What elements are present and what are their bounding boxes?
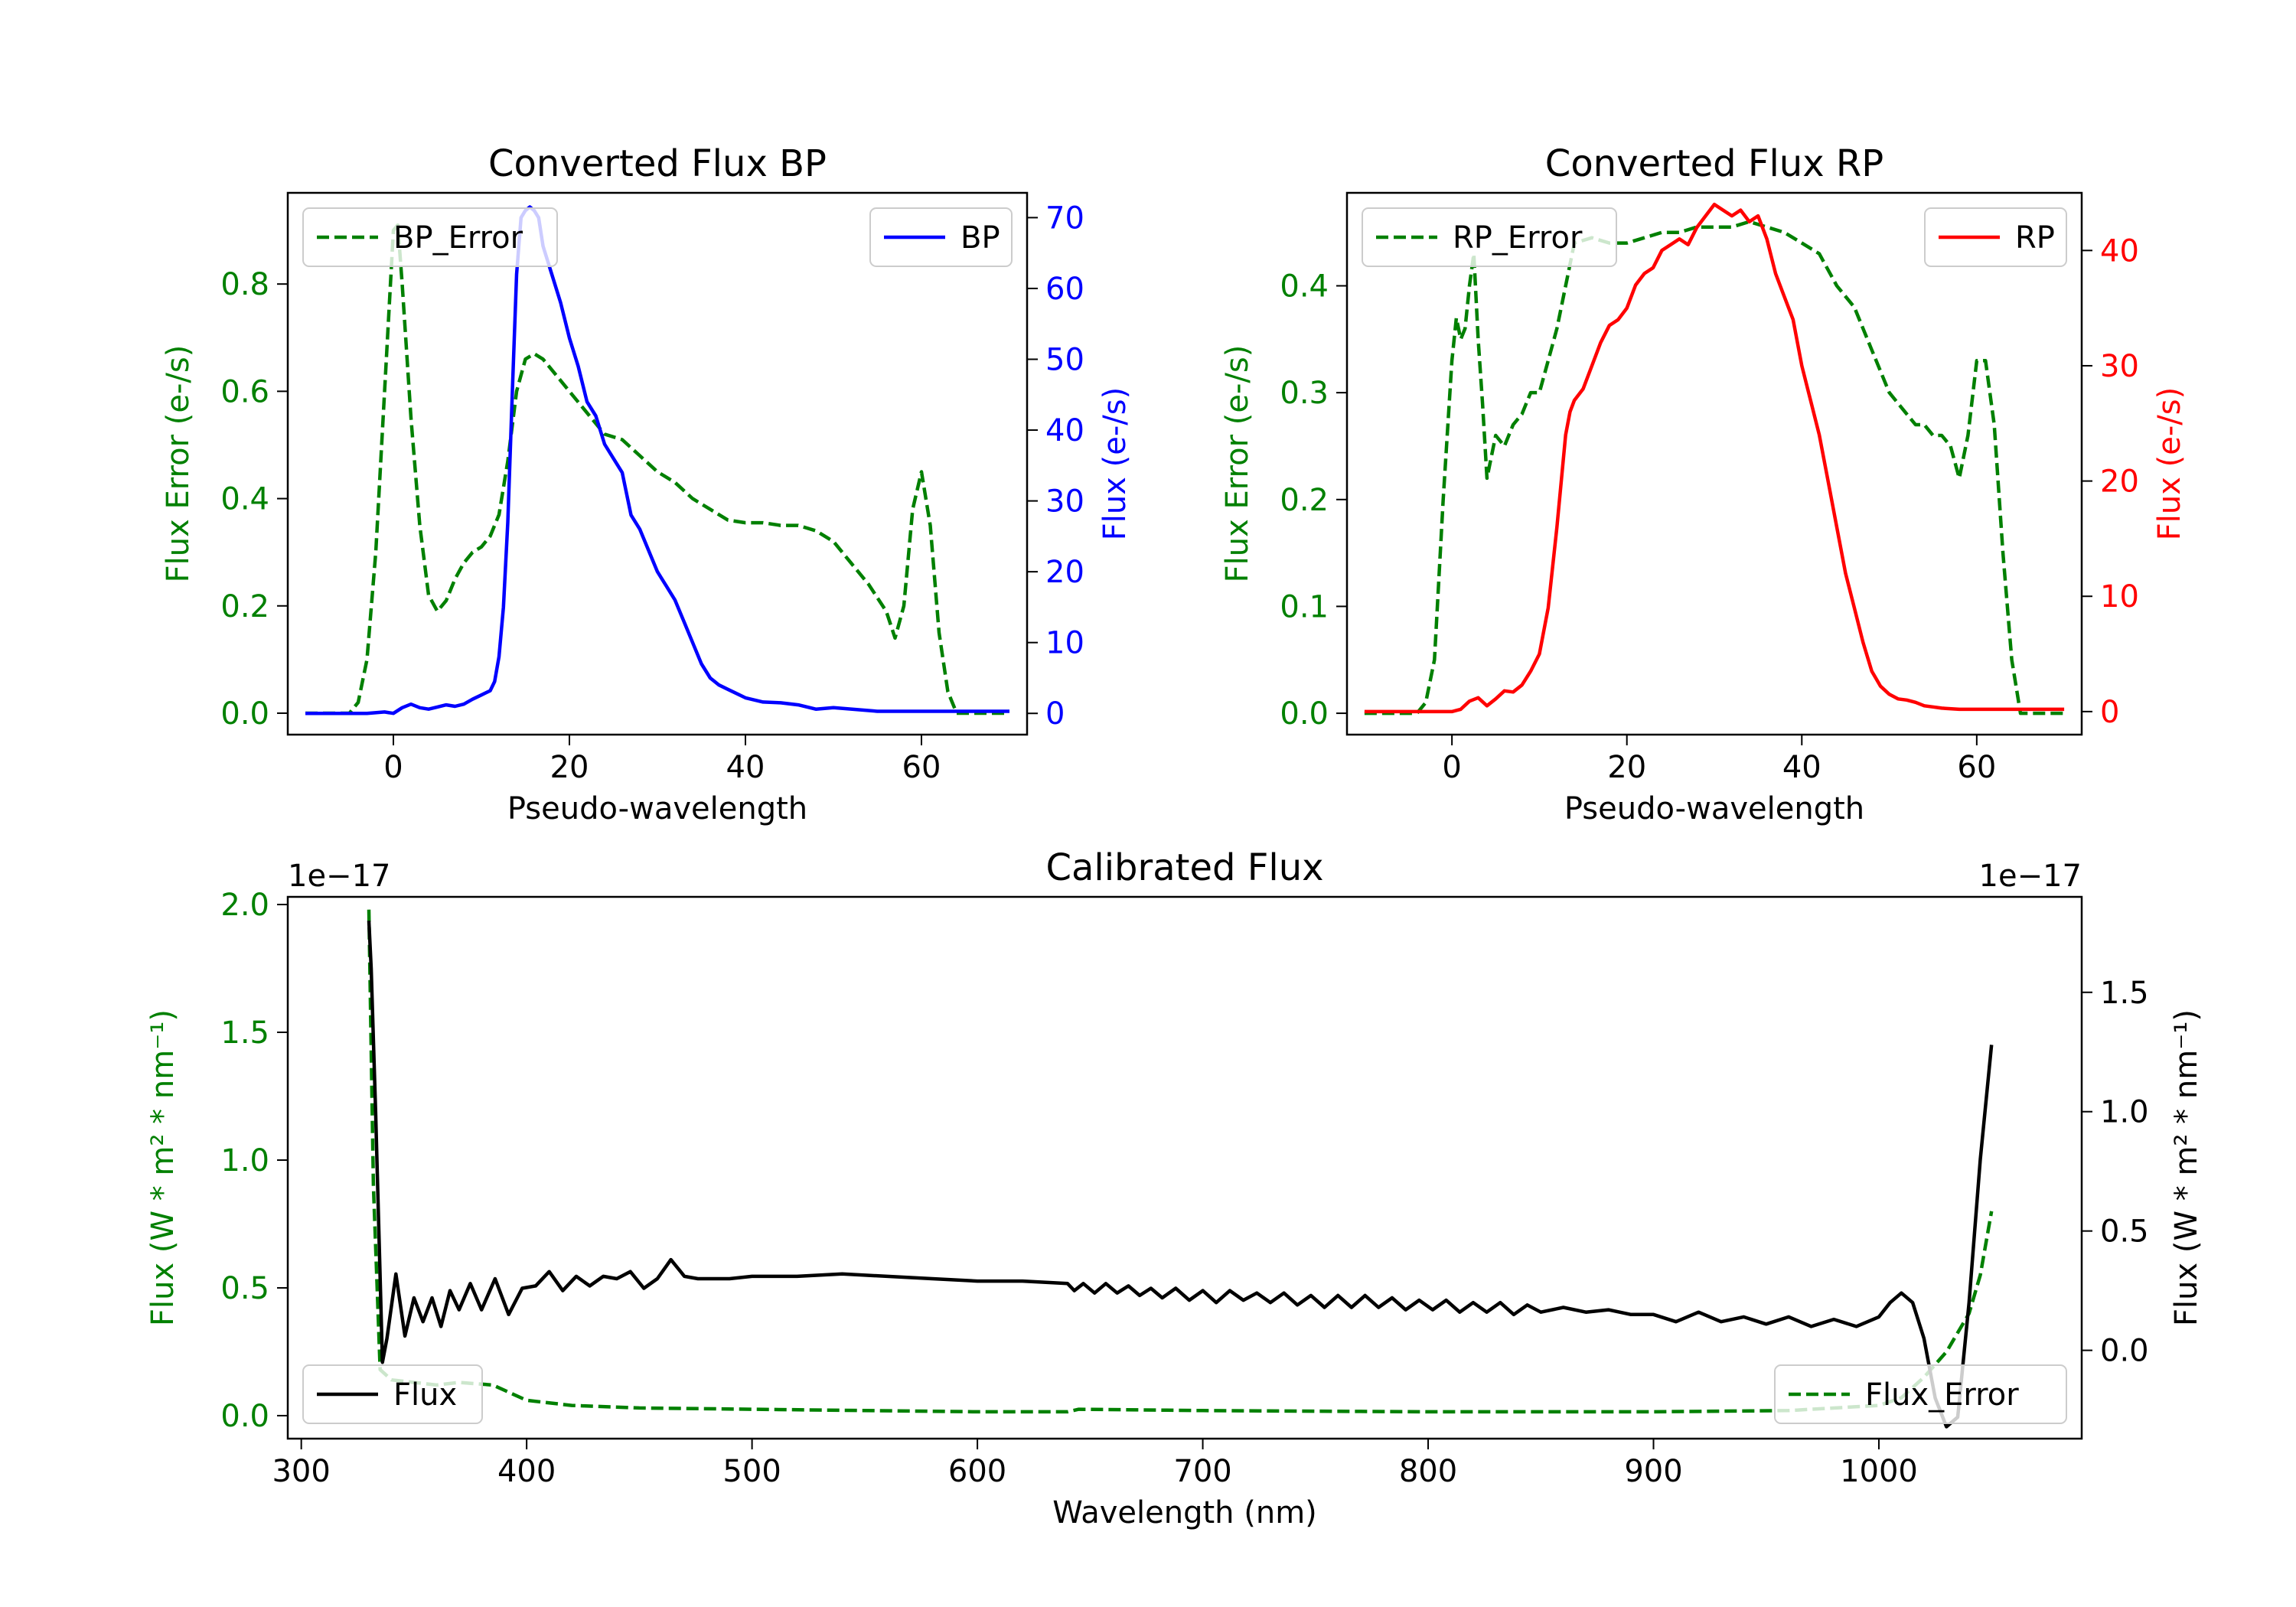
bp-chart: 0 20 40 60 0.0 0.2 0.4 0.6 0.8 0 10 20 30 40 50 60 70 Con… [161, 142, 1133, 826]
right-y-tick-label: 50 [1045, 342, 1084, 377]
right-y-tick-label: 0 [1045, 696, 1065, 732]
series-rp-error [1364, 220, 2065, 715]
left-y-tick-label: 0.0 [220, 1399, 269, 1434]
right-y-tick-label: 0.0 [2100, 1334, 2149, 1369]
x-tick-label: 40 [726, 750, 765, 785]
chart-title: Converted Flux RP [1545, 142, 1883, 185]
left-y-tick-label: 0.8 [220, 267, 269, 302]
left-y-tick-label: 0.0 [1280, 696, 1329, 732]
x-tick-label: 900 [1624, 1454, 1682, 1489]
left-y-tick-label: 0.4 [1280, 269, 1329, 304]
x-tick-label: 0 [1442, 750, 1461, 785]
legend-label: RP [2015, 220, 2055, 256]
x-tick-label: 400 [497, 1454, 556, 1489]
right-y-tick-label: 20 [1045, 555, 1084, 590]
x-tick-label: 20 [1607, 750, 1646, 785]
right-y-tick-label: 0 [2100, 695, 2119, 730]
left-y-tick-label: 0.2 [220, 589, 269, 624]
right-y-tick-label: 1.0 [2100, 1095, 2149, 1130]
left-offset-text: 1e−17 [288, 859, 390, 894]
legend-flux-error: Flux_Error [1774, 1364, 2067, 1424]
left-y-tick-label: 2.0 [220, 888, 269, 923]
right-y-tick-label: 30 [2100, 349, 2139, 384]
x-tick-label: 800 [1399, 1454, 1457, 1489]
legend-box [1774, 1364, 2067, 1424]
x-tick-label: 1000 [1840, 1454, 1918, 1489]
legend-label: Flux [393, 1377, 457, 1413]
x-tick-label: 60 [1957, 750, 1996, 785]
left-y-tick-label: 0.1 [1280, 589, 1329, 624]
left-y-axis-label: Flux (W * m² * nm⁻¹) [145, 1009, 181, 1326]
legend-box [302, 1364, 483, 1424]
left-y-tick-label: 1.5 [220, 1015, 269, 1051]
rp-chart: 0 20 40 60 0.0 0.1 0.2 0.3 0.4 0 10 20 30 40 Converted… [1220, 142, 2187, 826]
legend-bp-error: BP_Error [302, 207, 558, 267]
x-tick-label: 300 [272, 1454, 330, 1489]
right-y-tick-label: 40 [1045, 413, 1084, 448]
left-y-tick-label: 0.5 [220, 1271, 269, 1306]
cal-chart: 300 400 500 600 700 800 900 1000 0.0 0.5 1.0 1.5 2.0… [145, 846, 2204, 1530]
x-axis-label: Pseudo-wavelength [1564, 791, 1864, 826]
series-flux [367, 921, 1994, 1429]
right-y-tick-label: 60 [1045, 272, 1084, 307]
right-y-tick-label: 10 [1045, 626, 1084, 661]
legend-rp: RP [1924, 207, 2067, 267]
right-y-axis-label: Flux (e-/s) [2152, 387, 2187, 540]
x-tick-label: 0 [383, 750, 403, 785]
plot-frame [286, 191, 1029, 736]
x-tick-label: 500 [722, 1454, 781, 1489]
x-tick-label: 600 [948, 1454, 1006, 1489]
x-tick-label: 20 [550, 750, 589, 785]
series-bp-error [305, 223, 1009, 715]
x-tick-label: 60 [902, 750, 941, 785]
right-y-tick-label: 70 [1045, 200, 1084, 236]
plot-frame [1345, 191, 2083, 736]
chart-title: Calibrated Flux [1045, 846, 1323, 889]
legend-label: Flux_Error [1865, 1377, 2019, 1413]
right-y-axis-label: Flux (W * m² * nm⁻¹) [2169, 1009, 2204, 1326]
right-y-tick-label: 0.5 [2100, 1214, 2149, 1250]
left-y-axis-label: Flux Error (e-/s) [161, 345, 196, 583]
left-y-axis-label: Flux Error (e-/s) [1220, 345, 1255, 583]
right-y-tick-label: 40 [2100, 233, 2139, 269]
legend-box [1362, 207, 1617, 267]
legend-label: BP_Error [393, 220, 523, 256]
legend-box [302, 207, 558, 267]
left-y-tick-label: 0.0 [220, 696, 269, 732]
left-y-tick-label: 0.4 [220, 482, 269, 517]
series-bp [305, 205, 1009, 715]
series-rp [1364, 202, 2065, 714]
right-y-axis-label: Flux (e-/s) [1097, 387, 1133, 540]
legend-rp-error: RP_Error [1362, 207, 1617, 267]
left-y-tick-label: 0.2 [1280, 483, 1329, 518]
left-y-tick-label: 1.0 [220, 1143, 269, 1178]
right-offset-text: 1e−17 [1979, 859, 2082, 894]
x-axis-label: Pseudo-wavelength [507, 791, 807, 826]
right-y-tick-label: 20 [2100, 464, 2139, 500]
left-y-tick-label: 0.6 [220, 374, 269, 409]
plot-frame [286, 895, 2083, 1440]
right-y-tick-label: 10 [2100, 579, 2139, 614]
x-axis-label: Wavelength (nm) [1052, 1495, 1317, 1530]
left-y-tick-label: 0.3 [1280, 376, 1329, 411]
right-y-tick-label: 30 [1045, 484, 1084, 520]
legend-label: RP_Error [1453, 220, 1583, 256]
legend-flux: Flux [302, 1364, 483, 1424]
right-y-tick-label: 1.5 [2100, 976, 2149, 1011]
series-flux-error [367, 909, 1994, 1414]
chart-title: Converted Flux BP [488, 142, 827, 185]
x-tick-label: 40 [1782, 750, 1821, 785]
legend-label: BP [960, 220, 1000, 256]
legend-bp: BP [869, 207, 1013, 267]
x-tick-label: 700 [1173, 1454, 1231, 1489]
